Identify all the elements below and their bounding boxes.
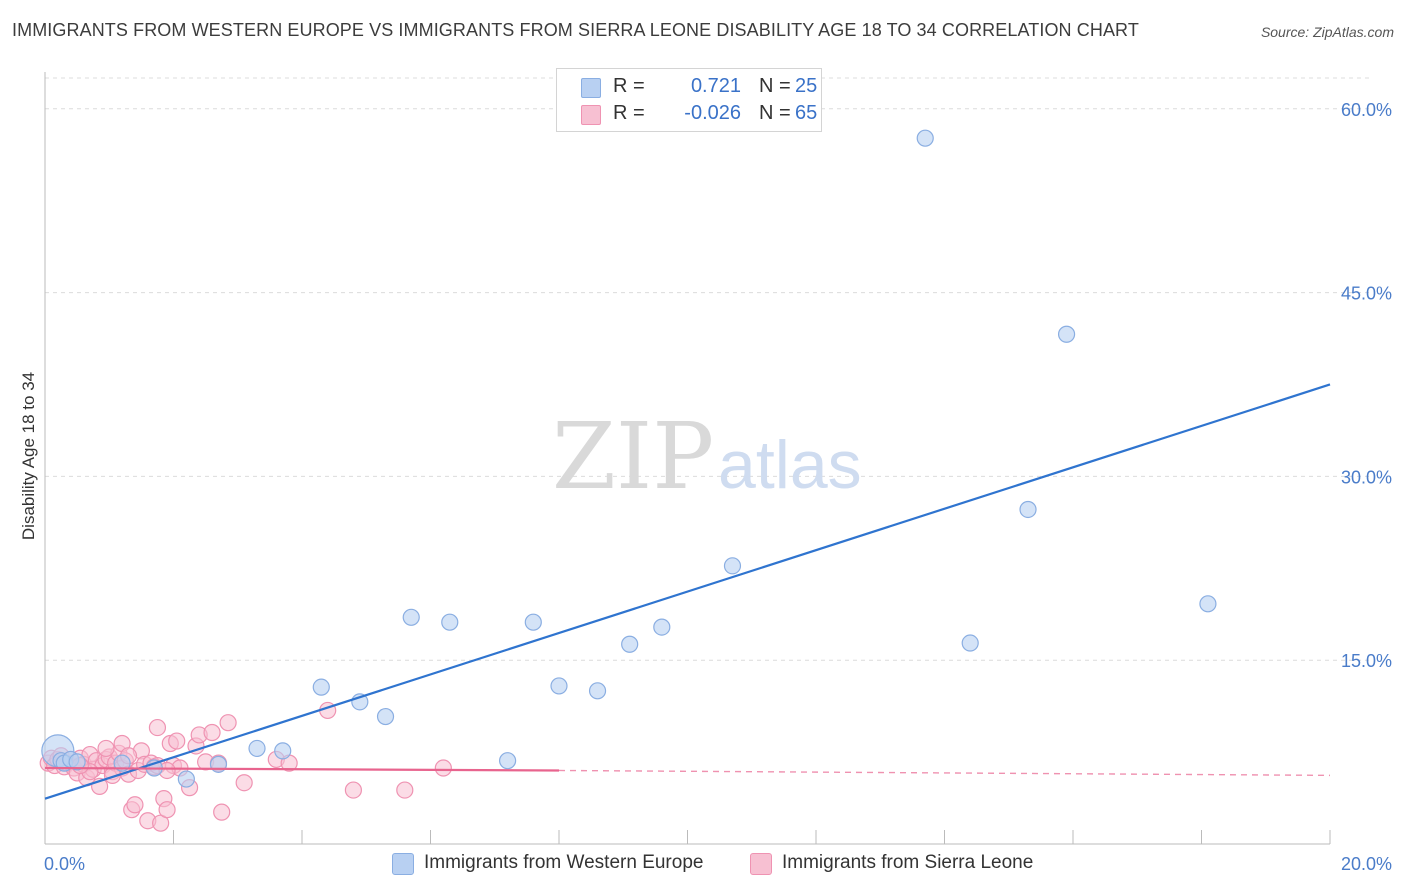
chart-title: IMMIGRANTS FROM WESTERN EUROPE VS IMMIGR… bbox=[12, 20, 1139, 40]
data-point-sierra-leone bbox=[126, 796, 144, 814]
data-point-sierra-leone bbox=[148, 718, 167, 737]
data-point-sierra-leone bbox=[344, 781, 362, 799]
legend-n-label: N = bbox=[759, 102, 791, 124]
data-point-western-europe bbox=[916, 129, 934, 147]
y-tick-label: 15.0% bbox=[1341, 651, 1392, 671]
trendline-western-europe bbox=[44, 383, 1331, 800]
data-point-sierra-leone bbox=[235, 774, 253, 792]
bottom-legend-label: Immigrants from Sierra Leone bbox=[782, 852, 1034, 873]
data-point-sierra-leone bbox=[168, 732, 186, 750]
trendline-sierra-leone bbox=[44, 766, 560, 772]
bottom-legend-swatch-pink bbox=[750, 853, 772, 875]
legend-r-label: R = bbox=[613, 102, 645, 124]
data-point-western-europe bbox=[1199, 595, 1217, 613]
data-point-sierra-leone bbox=[203, 723, 221, 742]
data-point-western-europe bbox=[402, 608, 420, 626]
data-point-western-europe bbox=[621, 635, 639, 653]
data-point-western-europe bbox=[248, 739, 266, 758]
x-tick-labels: 0.0% 20.0% bbox=[44, 854, 1392, 874]
y-tick-labels: 15.0% 30.0% 45.0% 60.0% bbox=[1341, 100, 1392, 671]
axes bbox=[44, 72, 1331, 845]
data-point-sierra-leone bbox=[396, 781, 414, 799]
bottom-legend-swatch-blue bbox=[392, 853, 414, 875]
data-point-western-europe bbox=[499, 752, 517, 770]
data-point-western-europe bbox=[653, 618, 671, 636]
x-tick-label: 20.0% bbox=[1341, 854, 1392, 874]
data-point-western-europe bbox=[588, 682, 607, 700]
data-point-western-europe bbox=[177, 770, 195, 788]
legend-r-value: -0.026 bbox=[684, 102, 741, 124]
gridlines bbox=[45, 77, 1370, 661]
trendline-sierra-leone-extension bbox=[558, 769, 1331, 777]
x-tick-label: 0.0% bbox=[44, 854, 85, 874]
legend-swatch-pink bbox=[581, 105, 601, 125]
data-point-western-europe bbox=[441, 613, 459, 631]
y-axis-label: Disability Age 18 to 34 bbox=[19, 372, 38, 540]
data-point-western-europe bbox=[961, 634, 979, 652]
source-label: Source: ZipAtlas.com bbox=[1260, 24, 1394, 40]
watermark-zip: ZIP bbox=[552, 403, 714, 510]
bottom-legend-label: Immigrants from Western Europe bbox=[424, 852, 704, 873]
data-point-western-europe bbox=[68, 753, 86, 771]
legend-n-label: N = bbox=[759, 75, 791, 97]
y-tick-label: 45.0% bbox=[1341, 284, 1392, 304]
y-tick-label: 60.0% bbox=[1341, 100, 1392, 120]
data-point-western-europe bbox=[1019, 500, 1037, 519]
data-point-western-europe bbox=[1057, 325, 1076, 343]
legend-n-value: 25 bbox=[795, 75, 818, 97]
data-point-western-europe bbox=[274, 742, 292, 760]
data-point-sierra-leone bbox=[219, 714, 237, 732]
watermark-atlas: atlas bbox=[718, 427, 862, 503]
trend-lines bbox=[44, 383, 1331, 800]
data-point-sierra-leone bbox=[213, 803, 231, 821]
data-point-sierra-leone bbox=[158, 801, 176, 819]
data-point-western-europe bbox=[524, 613, 542, 631]
data-point-western-europe bbox=[312, 678, 330, 696]
correlation-legend: R = 0.721 N = 25 R = -0.026 N = 65 bbox=[556, 68, 822, 132]
data-point-sierra-leone bbox=[434, 759, 452, 777]
data-point-sierra-leone bbox=[97, 739, 115, 758]
data-point-western-europe bbox=[113, 754, 131, 772]
legend-r-label: R = bbox=[613, 75, 645, 97]
legend-n-value: 65 bbox=[795, 102, 818, 124]
data-point-western-europe bbox=[376, 707, 395, 726]
y-tick-label: 30.0% bbox=[1341, 467, 1392, 487]
data-point-western-europe bbox=[723, 557, 742, 575]
legend-r-value: 0.721 bbox=[690, 75, 741, 97]
legend-swatch-blue bbox=[581, 78, 601, 98]
data-point-western-europe bbox=[550, 677, 568, 695]
